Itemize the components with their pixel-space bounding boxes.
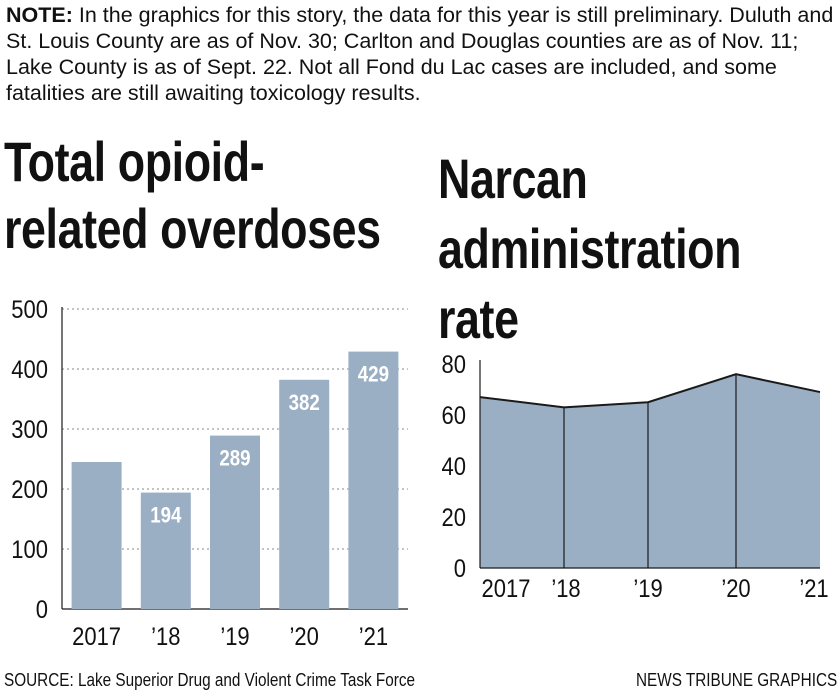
- y-tick-label: 500: [11, 296, 48, 324]
- bar: [140, 492, 191, 609]
- narcan-chart-title: Narcan administration rate: [438, 144, 838, 354]
- y-tick-label: 40: [442, 453, 466, 481]
- overdoses-bar-chart: 0 100 200 300 400 500 2017 194 ’18 289 ’19 382 ’20 42…: [11, 296, 408, 651]
- x-tick-label: ’18: [551, 575, 580, 603]
- y-tick-label: 20: [442, 504, 466, 532]
- narcan-area-chart: 0 20 40 60 80 2017 ’18 ’19 ’20 ’21: [442, 351, 829, 603]
- bar: [279, 379, 330, 609]
- narcan-title-line-3: rate: [438, 287, 519, 350]
- x-tick-label: 2017: [72, 623, 121, 651]
- y-tick-label: 200: [11, 476, 48, 504]
- bar-value-label: 382: [289, 391, 320, 415]
- area-fill: [480, 374, 820, 568]
- x-tick-label: ’20: [721, 575, 750, 603]
- overdoses-title-line-2: related overdoses: [4, 197, 381, 260]
- note-text: In the graphics for this story, the data…: [6, 3, 834, 105]
- x-tick-label: 2017: [482, 575, 531, 603]
- x-tick-label: ’19: [633, 575, 662, 603]
- bar-value-label: 194: [150, 504, 182, 528]
- graphics-credit: NEWS TRIBUNE GRAPHICS: [636, 670, 838, 690]
- bar: [210, 435, 260, 609]
- x-tick-label: ’18: [151, 623, 180, 651]
- y-tick-label: 80: [442, 351, 466, 379]
- y-tick-label: 100: [11, 536, 48, 564]
- note-paragraph: NOTE: In the graphics for this story, th…: [6, 2, 834, 106]
- narcan-title-line-2: administration: [438, 217, 742, 280]
- y-tick-label: 0: [454, 555, 466, 583]
- x-tick-label: ’19: [220, 623, 249, 651]
- note-label: NOTE:: [6, 3, 73, 27]
- x-tick-label: ’21: [799, 575, 828, 603]
- y-tick-label: 60: [442, 402, 466, 430]
- y-tick-label: 0: [36, 596, 48, 624]
- narcan-title-line-1: Narcan: [438, 147, 588, 210]
- x-tick-label: ’20: [290, 623, 319, 651]
- bar: [348, 351, 399, 609]
- y-tick-label: 400: [11, 356, 48, 384]
- y-tick-label: 300: [11, 416, 48, 444]
- source-credit: SOURCE: Lake Superior Drug and Violent C…: [4, 670, 416, 690]
- overdoses-title-line-1: Total opioid-: [4, 130, 265, 193]
- bar: [71, 462, 122, 609]
- x-tick-label: ’21: [359, 623, 388, 651]
- overdoses-chart-title: Total opioid- related overdoses: [4, 128, 420, 262]
- bar-value-label: 289: [219, 447, 250, 471]
- bar-value-label: 429: [358, 363, 389, 387]
